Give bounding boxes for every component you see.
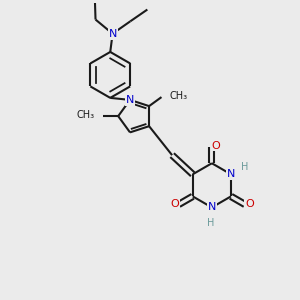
Text: N: N <box>108 29 117 39</box>
Text: O: O <box>245 200 254 209</box>
Text: O: O <box>170 200 178 209</box>
Text: N: N <box>227 169 235 179</box>
Text: N: N <box>208 202 216 212</box>
Text: CH₃: CH₃ <box>170 91 188 100</box>
Text: O: O <box>212 141 220 151</box>
Text: H: H <box>207 218 214 228</box>
Text: H: H <box>241 162 248 172</box>
Text: N: N <box>126 95 134 105</box>
Text: CH₃: CH₃ <box>76 110 94 120</box>
